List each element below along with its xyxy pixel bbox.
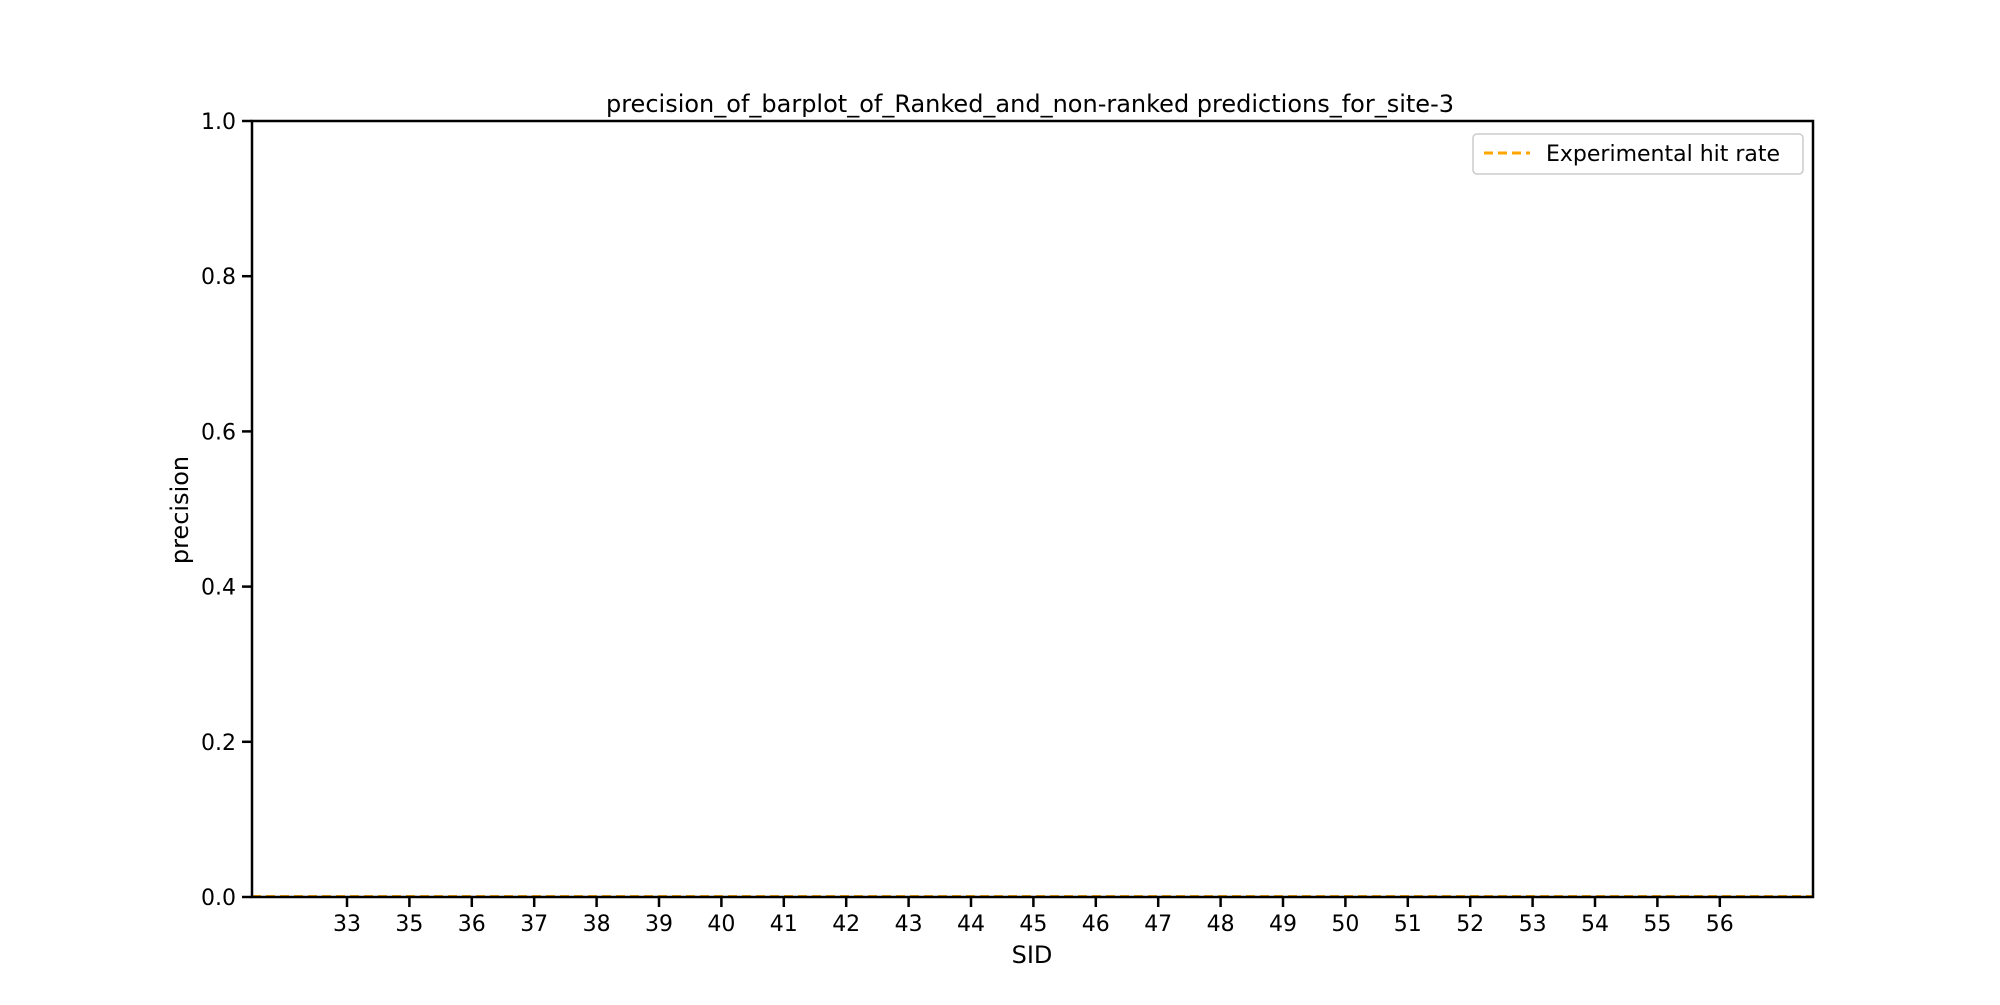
x-tick-label: 44 — [957, 912, 985, 937]
x-tick-label: 42 — [832, 912, 860, 937]
y-tick-label: 0.2 — [201, 731, 236, 756]
x-tick-label: 54 — [1581, 912, 1609, 937]
legend-box — [1472, 133, 1804, 175]
x-tick-label: 53 — [1519, 912, 1547, 937]
x-tick-label: 35 — [395, 912, 423, 937]
x-tick-label: 45 — [1019, 912, 1047, 937]
y-tick-label: 0.4 — [201, 576, 236, 601]
y-tick-label: 0.8 — [201, 265, 236, 290]
x-tick-label: 56 — [1706, 912, 1734, 937]
y-tick-label: 0.6 — [201, 420, 236, 445]
x-tick-label: 38 — [583, 912, 611, 937]
x-tick-label: 46 — [1082, 912, 1110, 937]
x-tick-label: 51 — [1394, 912, 1422, 937]
x-tick-label: 50 — [1331, 912, 1359, 937]
x-tick-label: 48 — [1207, 912, 1235, 937]
x-tick-label: 36 — [458, 912, 486, 937]
x-tick-label: 52 — [1456, 912, 1484, 937]
plot-frame — [250, 119, 1815, 899]
x-tick-label: 47 — [1144, 912, 1172, 937]
legend: Experimental hit rate — [1472, 133, 1804, 175]
chart-title: precision_of_barplot_of_Ranked_and_non-r… — [606, 90, 1454, 118]
x-tick-label: 40 — [707, 912, 735, 937]
legend-label: Experimental hit rate — [1546, 142, 1780, 167]
x-tick-label: 33 — [333, 912, 361, 937]
x-tick-label: 39 — [645, 912, 673, 937]
y-axis-label: precision — [166, 456, 194, 564]
x-tick-label: 55 — [1643, 912, 1671, 937]
x-tick-label: 49 — [1269, 912, 1297, 937]
x-tick-label: 37 — [520, 912, 548, 937]
x-axis: 33 35 36 37 38 39 40 41 42 43 44 45 46 47 48 49 50 51 52 53… — [333, 897, 1734, 937]
x-axis-label: SID — [1012, 941, 1053, 969]
x-tick-label: 41 — [770, 912, 798, 937]
y-tick-label: 0.0 — [201, 886, 236, 911]
y-tick-label: 1.0 — [201, 110, 236, 135]
x-tick-label: 43 — [895, 912, 923, 937]
y-axis: 0.0 0.2 0.4 0.6 0.8 1.0 — [201, 110, 252, 911]
